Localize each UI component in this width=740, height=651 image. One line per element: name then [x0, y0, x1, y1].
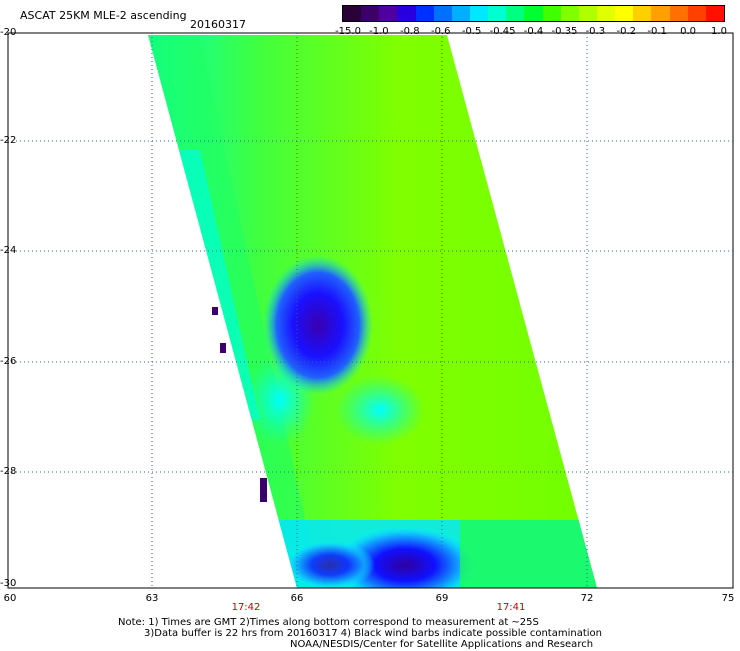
- colorbar-swatch: [542, 6, 561, 21]
- colorbar-swatch: [524, 6, 543, 21]
- colorbar-labels: -15.0 -1.0 -0.8 -0.6 -0.5 -0.45 -0.4 -0.35 -0.3-…: [330, 26, 730, 38]
- colorbar-label: -0.6: [430, 26, 451, 37]
- colorbar-label: -0.4: [523, 26, 544, 37]
- colorbar-swatch: [433, 6, 452, 21]
- colorbar-swatch: [343, 6, 362, 21]
- colorbar-label: -0.2: [616, 26, 637, 37]
- colorbar-label: -15.0: [335, 26, 361, 37]
- swath-data: [148, 35, 597, 588]
- y-tick-label: -26: [0, 356, 17, 367]
- colorbar-label: 1.0: [711, 26, 727, 37]
- map-date: 20160317: [190, 18, 246, 31]
- colorbar-swatch: [705, 6, 724, 21]
- x-tick-label: 72: [580, 593, 594, 604]
- colorbar-label: -0.35: [551, 26, 578, 37]
- colorbar-swatch: [578, 6, 597, 21]
- x-tick-label: 60: [3, 593, 17, 604]
- colorbar-swatch: [596, 6, 616, 21]
- x-tick-label: 69: [435, 593, 449, 604]
- colorbar-label: 0.0: [680, 26, 697, 37]
- colorbar-swatch: [397, 6, 416, 21]
- colorbar-swatch: [560, 6, 579, 21]
- y-tick-label: -22: [0, 135, 17, 146]
- colorbar-swatch: [379, 6, 398, 21]
- time-label: 17:42: [231, 602, 261, 613]
- colorbar-label: -0.8: [400, 26, 420, 37]
- y-tick-label: -24: [0, 245, 17, 256]
- colorbar-label: -0.5: [461, 26, 482, 37]
- y-tick-label: -28: [0, 466, 17, 477]
- x-tick-label: 66: [290, 593, 304, 604]
- colorbar-swatch: [651, 6, 670, 21]
- colorbar-swatch: [633, 6, 652, 21]
- colorbar-swatch: [506, 6, 525, 21]
- colorbar-label: -0.3: [585, 26, 606, 37]
- colorbar-swatch: [469, 6, 489, 21]
- y-tick-label: -20: [0, 27, 17, 38]
- colorbar-swatch: [669, 6, 688, 21]
- map-title: ASCAT 25KM MLE-2 ascending: [20, 9, 187, 22]
- x-tick-label: 75: [721, 593, 735, 604]
- colorbar-swatch: [361, 6, 380, 21]
- colorbar-label: -0.45: [489, 26, 516, 37]
- colorbar-swatch: [488, 6, 507, 21]
- colorbar-swatch: [415, 6, 434, 21]
- map-frame: [7, 32, 734, 589]
- colorbar-label: -1.0: [369, 26, 389, 37]
- note-line: 3)Data buffer is 22 hrs from 20160317 4)…: [144, 628, 602, 639]
- x-tick-label: 63: [145, 593, 159, 604]
- colorbar-swatch: [687, 6, 706, 21]
- colorbar-label: -0.1: [647, 26, 667, 37]
- time-label: 17:41: [496, 602, 526, 613]
- note-line: Note: 1) Times are GMT 2)Times along bot…: [118, 617, 539, 628]
- colorbar-swatch: [451, 6, 470, 21]
- note-line: NOAA/NESDIS/Center for Satellite Applica…: [290, 639, 594, 650]
- colorbar-swatch: [615, 6, 634, 21]
- gridlines: [8, 33, 733, 588]
- y-tick-label: -30: [0, 578, 17, 589]
- colorbar: [342, 5, 725, 22]
